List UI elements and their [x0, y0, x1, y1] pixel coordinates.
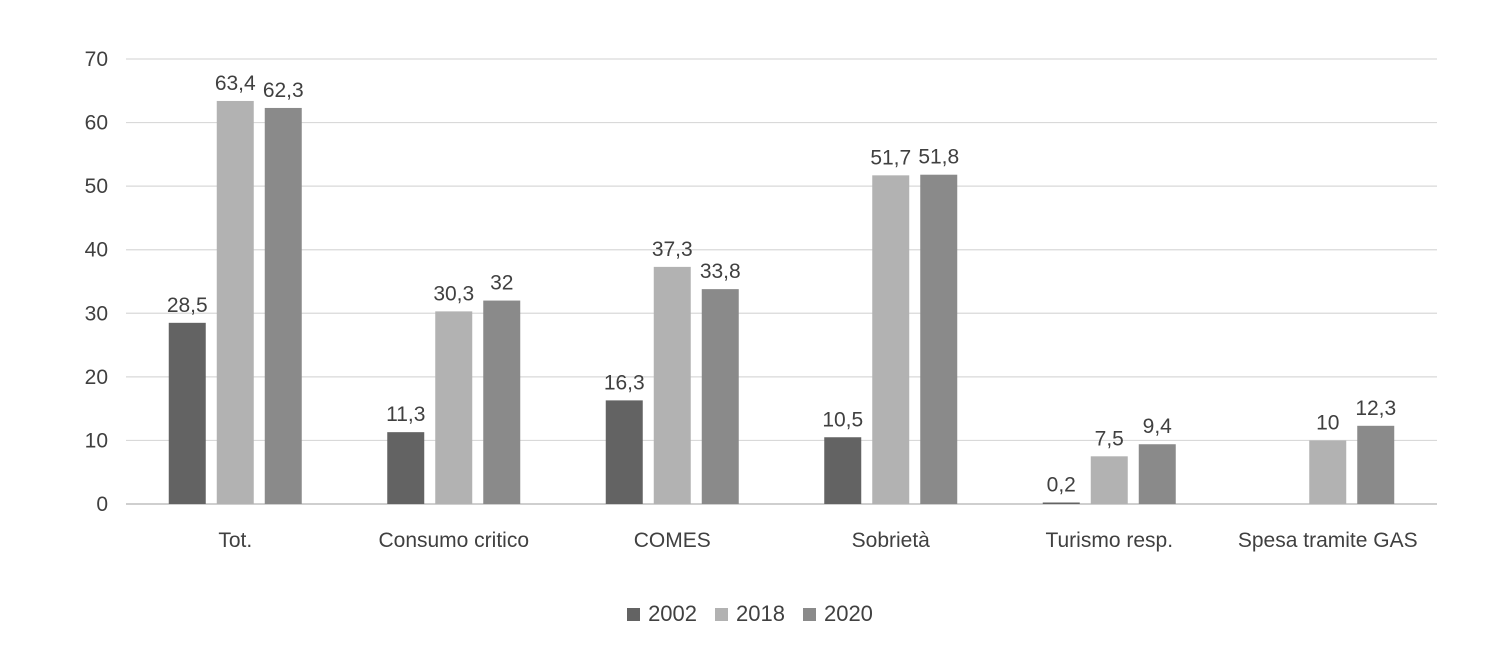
bar-comes-2020 — [701, 289, 739, 504]
bar-consumo-critico-2020 — [483, 300, 521, 504]
x-tick-label-comes: COMES — [634, 529, 711, 552]
data-label-sobrieta-2002: 10,5 — [822, 408, 863, 431]
data-label-turismo-resp-2002: 0,2 — [1047, 474, 1076, 497]
data-label-turismo-resp-2020: 9,4 — [1143, 415, 1173, 438]
bar-tot-2018 — [216, 100, 254, 504]
data-label-spesa-tramite-gas-2020: 12,3 — [1355, 397, 1396, 420]
legend-swatch-2018 — [715, 607, 729, 621]
gridlines — [126, 58, 1437, 505]
bar-turismo-resp-2002 — [1042, 502, 1080, 504]
data-label-turismo-resp-2018: 7,5 — [1095, 427, 1124, 450]
bar-turismo-resp-2020 — [1138, 444, 1176, 504]
bar-sobrieta-2020 — [920, 174, 958, 504]
y-tick-label-60: 60 — [85, 112, 108, 135]
bar-consumo-critico-2002 — [387, 432, 425, 504]
legend-label-2002: 2002 — [648, 601, 698, 626]
x-tick-label-turismo-resp: Turismo resp. — [1045, 529, 1173, 552]
y-tick-label-30: 30 — [85, 302, 108, 325]
bar-comes-2018 — [653, 266, 691, 504]
data-label-tot-2018: 63,4 — [215, 72, 256, 95]
x-tick-label-consumo-critico: Consumo critico — [378, 529, 529, 552]
bar-sobrieta-2002 — [824, 437, 862, 504]
data-label-spesa-tramite-gas-2018: 10 — [1316, 411, 1339, 434]
y-tick-label-20: 20 — [85, 366, 108, 389]
bar-tot-2020 — [264, 107, 302, 504]
legend-swatch-2020 — [802, 607, 816, 621]
data-label-tot-2002: 28,5 — [167, 294, 208, 317]
x-axis-ticks: Tot. Consumo critico COMES Sobrietà Turismo … — [218, 529, 1417, 552]
legend-item-2020: 2020 — [802, 601, 873, 627]
y-tick-label-0: 0 — [96, 493, 108, 516]
bar-spesa-tramite-gas-2018 — [1309, 440, 1347, 504]
x-tick-label-tot: Tot. — [218, 529, 252, 552]
legend: 2002 2018 2020 — [0, 596, 1500, 632]
data-label-comes-2002: 16,3 — [604, 371, 645, 394]
bar-spesa-tramite-gas-2020 — [1357, 425, 1395, 504]
data-label-consumo-critico-2018: 30,3 — [433, 282, 474, 305]
legend-label-2020: 2020 — [823, 601, 873, 626]
bars — [168, 100, 1395, 505]
y-tick-label-50: 50 — [85, 175, 108, 198]
data-label-tot-2020: 62,3 — [263, 79, 304, 102]
bar-consumo-critico-2018 — [435, 311, 473, 504]
y-tick-label-40: 40 — [85, 239, 108, 262]
legend-item-2002: 2002 — [627, 601, 697, 627]
y-tick-label-10: 10 — [85, 429, 108, 452]
y-axis-ticks: 0 10 20 30 40 50 60 70 — [85, 48, 108, 516]
bar-comes-2002 — [605, 400, 643, 504]
legend-item-2018: 2018 — [715, 601, 785, 627]
data-label-comes-2020: 33,8 — [700, 260, 741, 283]
data-label-sobrieta-2018: 51,7 — [870, 146, 911, 169]
bar-sobrieta-2018 — [872, 175, 910, 505]
bar-turismo-resp-2018 — [1090, 456, 1128, 504]
bar-tot-2002 — [168, 322, 206, 504]
y-tick-label-70: 70 — [85, 48, 108, 71]
data-label-comes-2018: 37,3 — [652, 238, 693, 261]
data-label-consumo-critico-2020: 32 — [490, 272, 513, 295]
data-labels: 28,5 63,4 62,3 11,3 30,3 32 16,3 37,3 33,8 10,5 51… — [167, 72, 1396, 497]
legend-label-2018: 2018 — [736, 601, 785, 626]
x-tick-label-spesa-tramite-gas: Spesa tramite GAS — [1238, 529, 1418, 552]
legend-swatch-2002 — [627, 607, 641, 621]
data-label-sobrieta-2020: 51,8 — [918, 146, 959, 169]
data-label-consumo-critico-2002: 11,3 — [386, 403, 425, 426]
x-tick-label-sobrieta: Sobrietà — [852, 529, 931, 552]
